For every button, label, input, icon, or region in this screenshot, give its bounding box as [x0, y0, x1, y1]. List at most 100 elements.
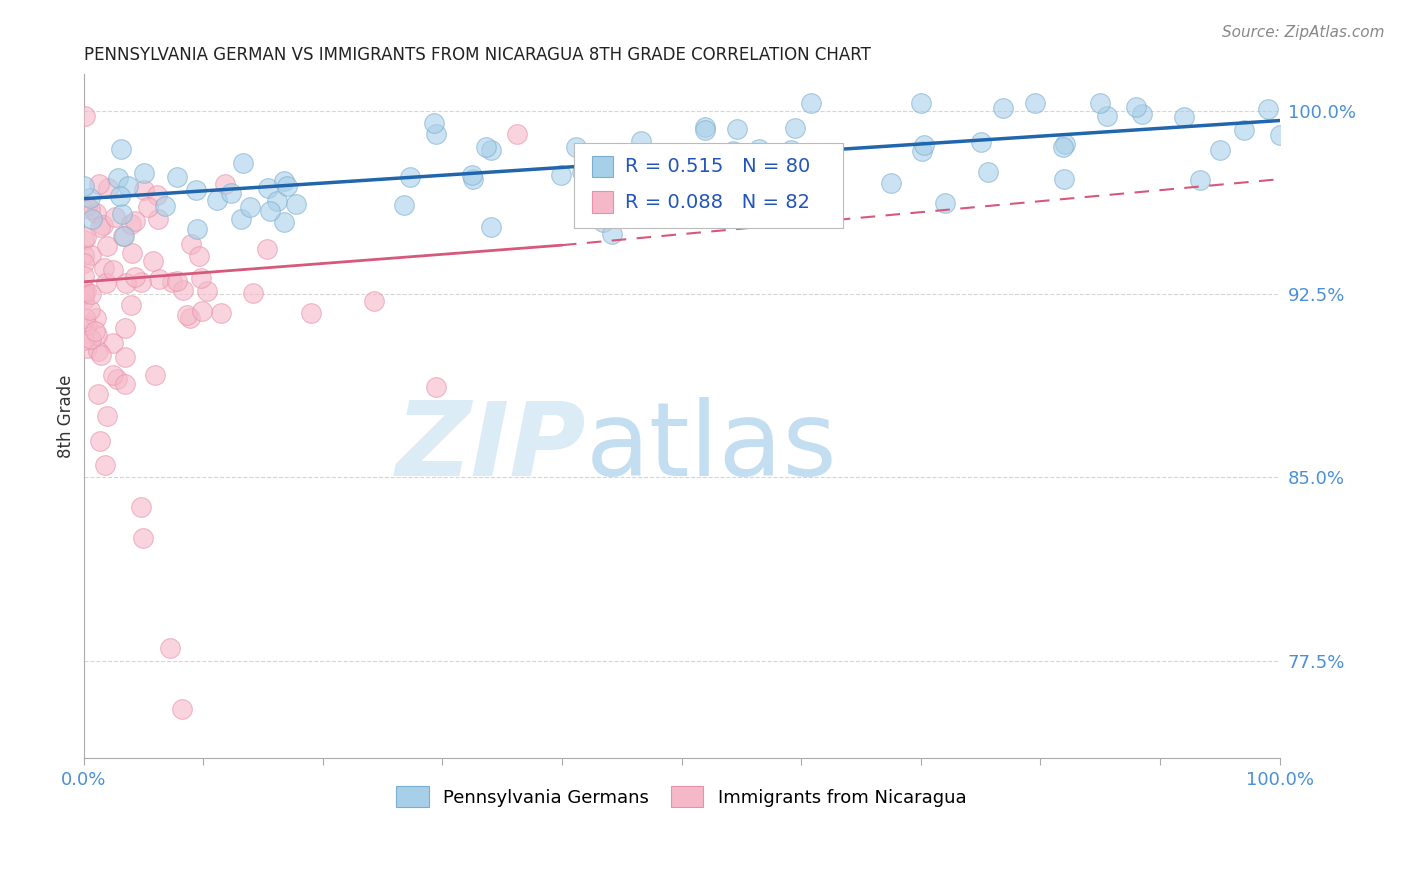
Point	[131, 275, 153, 289]
Point	[1209, 143, 1232, 157]
Point	[90, 348, 112, 362]
Point	[91, 218, 114, 232]
Point	[129, 500, 152, 514]
Point	[630, 134, 652, 148]
Point	[75, 230, 97, 244]
Legend: Pennsylvania Germans, Immigrants from Nicaragua: Pennsylvania Germans, Immigrants from Ni…	[389, 779, 974, 814]
Point	[132, 183, 155, 197]
Bar	[592, 191, 613, 213]
Point	[425, 127, 447, 141]
Point	[1054, 137, 1077, 152]
Point	[132, 532, 155, 546]
Point	[79, 191, 101, 205]
Point	[80, 287, 103, 301]
Point	[166, 274, 188, 288]
Point	[797, 194, 820, 208]
Point	[72, 179, 94, 194]
Point	[221, 186, 243, 201]
Point	[636, 151, 658, 165]
Point	[73, 109, 96, 123]
Point	[187, 249, 209, 263]
Point	[592, 215, 614, 229]
Point	[80, 248, 103, 262]
Point	[1130, 106, 1153, 120]
Point	[273, 173, 295, 187]
Point	[155, 199, 177, 213]
Point	[479, 220, 502, 235]
Point	[120, 298, 142, 312]
Point	[195, 284, 218, 298]
Point	[695, 123, 717, 137]
Point	[94, 277, 117, 291]
Point	[643, 182, 665, 196]
Point	[479, 143, 502, 157]
Point	[1268, 128, 1291, 142]
Point	[162, 276, 184, 290]
Point	[114, 350, 136, 364]
Point	[579, 188, 602, 202]
Point	[600, 227, 623, 241]
Point	[76, 341, 98, 355]
Point	[108, 189, 131, 203]
Point	[80, 212, 103, 227]
Point	[124, 214, 146, 228]
Point	[276, 178, 298, 193]
Point	[148, 272, 170, 286]
Point	[209, 306, 232, 320]
Point	[79, 303, 101, 318]
Point	[1053, 171, 1076, 186]
Point	[145, 188, 167, 202]
Point	[273, 215, 295, 229]
Point	[239, 200, 262, 214]
Point	[299, 306, 322, 320]
Point	[934, 196, 956, 211]
Point	[1125, 100, 1147, 114]
Point	[146, 212, 169, 227]
Bar	[592, 155, 613, 178]
Point	[114, 321, 136, 335]
Point	[73, 333, 96, 347]
Point	[104, 210, 127, 224]
Point	[73, 293, 96, 308]
Point	[103, 368, 125, 382]
Point	[693, 120, 716, 134]
Point	[179, 311, 201, 326]
Point	[112, 228, 135, 243]
Point	[773, 161, 796, 176]
Point	[117, 178, 139, 193]
Point	[124, 270, 146, 285]
Point	[257, 181, 280, 195]
Point	[565, 140, 588, 154]
Point	[461, 169, 484, 183]
Point	[1233, 123, 1256, 137]
Point	[166, 169, 188, 184]
Point	[86, 327, 108, 342]
Point	[1188, 173, 1211, 187]
Point	[101, 263, 124, 277]
Point	[94, 458, 117, 472]
Point	[184, 183, 207, 197]
Point	[725, 122, 748, 136]
Point	[256, 242, 278, 256]
Point	[229, 211, 252, 226]
Point	[72, 269, 94, 284]
Point	[711, 203, 734, 218]
Point	[96, 409, 118, 424]
Point	[697, 188, 720, 202]
Point	[783, 120, 806, 135]
Point	[242, 285, 264, 300]
Point	[143, 368, 166, 382]
Point	[1097, 109, 1119, 123]
Point	[73, 287, 96, 301]
Point	[170, 702, 193, 716]
Text: ZIP: ZIP	[395, 397, 586, 498]
Point	[89, 434, 111, 448]
Point	[134, 166, 156, 180]
Point	[186, 222, 208, 236]
Point	[734, 161, 756, 175]
Point	[142, 254, 165, 268]
Point	[176, 308, 198, 322]
Point	[121, 246, 143, 260]
Point	[84, 324, 107, 338]
Point	[191, 304, 214, 318]
